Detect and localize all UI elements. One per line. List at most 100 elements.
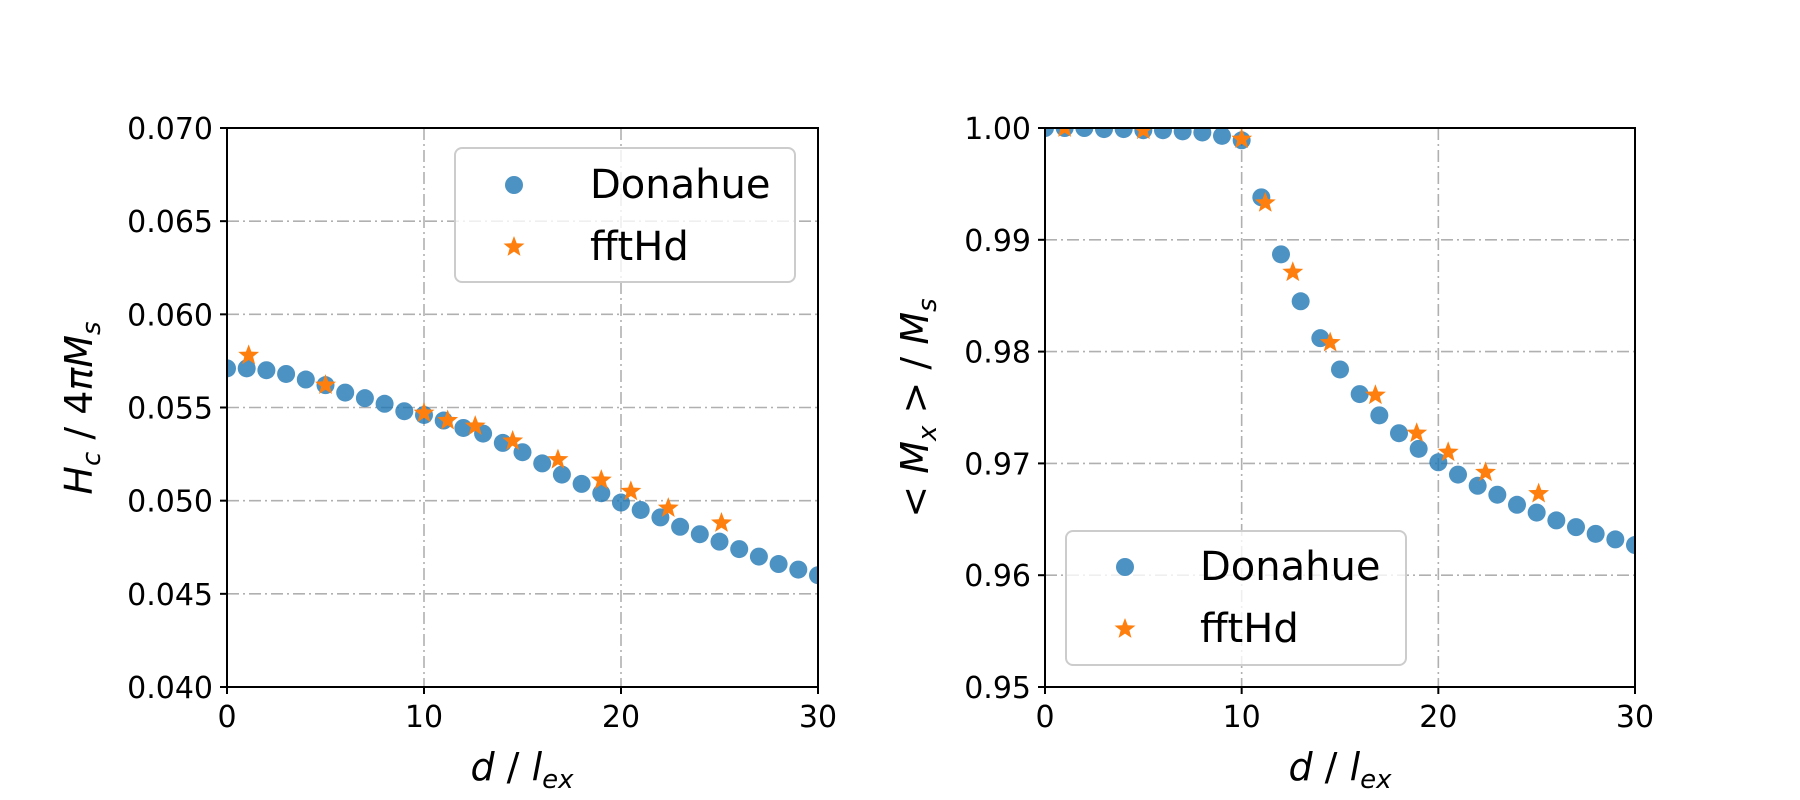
left-y-tick-label: 0.065 <box>127 205 213 240</box>
right-donahue-point <box>1527 503 1546 522</box>
right-donahue-point <box>1095 128 1113 139</box>
right-donahue-point <box>1547 511 1566 530</box>
left-ffthd-point <box>590 469 612 490</box>
left-ffthd-point <box>413 402 435 422</box>
right-y-tick-label: 0.99 <box>964 224 1031 259</box>
left-legend-ffthd-label: fftHd <box>590 224 689 270</box>
left-ffthd-point <box>464 415 486 436</box>
left-series-layer <box>227 344 818 585</box>
left-y-tick-label: 0.050 <box>127 485 213 520</box>
right-donahue-point <box>1586 524 1605 543</box>
left-x-tick-label: 30 <box>799 700 837 735</box>
right-donahue-point <box>1114 128 1133 139</box>
right-ffthd-point <box>1475 461 1496 482</box>
left-donahue-point <box>592 484 611 503</box>
left-donahue-point <box>533 454 552 473</box>
left-donahue-point <box>375 394 394 413</box>
left-y-tick-label: 0.045 <box>127 578 213 613</box>
right-donahue-point <box>1508 495 1526 514</box>
left-donahue-point <box>710 532 729 551</box>
left-ticks: 0 10 20 30 0.040 0.045 0.050 0.055 0.060 0.065 0.0… <box>127 112 837 735</box>
right-y-tick-label: 0.97 <box>964 447 1031 482</box>
right-donahue-point <box>1626 536 1635 555</box>
left-ffthd-point <box>238 344 260 365</box>
left-donahue-point <box>355 389 374 408</box>
right-donahue-point <box>1370 406 1389 425</box>
left-donahue-point <box>631 500 650 519</box>
right-y-tick-label: 0.96 <box>964 559 1031 594</box>
left-ffthd-point <box>547 448 569 469</box>
left-chart: 0 10 20 30 0.040 0.045 0.050 0.055 0.060 0.065 0.0… <box>57 112 837 795</box>
left-donahue-point <box>227 359 236 378</box>
right-ffthd-point <box>1058 128 1072 137</box>
right-legend-ffthd-label: fftHd <box>1200 606 1299 652</box>
right-donahue-point <box>1606 530 1625 549</box>
right-legend-ffthd-marker <box>1114 618 1136 638</box>
left-ffthd-point <box>315 374 336 395</box>
left-legend-donahue-label: Donahue <box>590 162 770 208</box>
left-donahue-point <box>277 364 296 383</box>
right-legend-box <box>1065 530 1407 666</box>
right-ffthd-point <box>1254 191 1276 212</box>
right-ffthd-point <box>1437 441 1459 462</box>
left-x-tick-label: 20 <box>602 700 640 735</box>
right-x-tick-label: 30 <box>1616 700 1654 735</box>
right-donahue-point <box>1272 245 1290 264</box>
right-donahue-point <box>1409 439 1428 458</box>
left-y-axis-label: Hc / 4πMs <box>57 321 107 494</box>
left-donahue-point <box>769 555 788 574</box>
right-donahue-point <box>1468 476 1487 495</box>
right-donahue-point <box>1567 518 1585 537</box>
right-x-tick-label: 20 <box>1419 700 1457 735</box>
left-y-tick-label: 0.040 <box>127 671 213 706</box>
right-ffthd-point <box>1406 422 1428 443</box>
right-donahue-point <box>1193 128 1212 142</box>
left-donahue-point <box>296 370 315 389</box>
left-data-points <box>227 344 818 585</box>
left-x-tick-label: 10 <box>405 700 443 735</box>
right-legend-donahue-marker <box>1116 558 1134 576</box>
right-plot-frame <box>1044 127 1636 688</box>
left-donahue-point <box>809 566 818 585</box>
right-legend: Donahue fftHd <box>1065 530 1407 666</box>
right-ffthd-point <box>1231 128 1253 149</box>
left-ffthd-point <box>657 497 679 518</box>
right-y-axis-label: < Mx > / Ms <box>893 298 943 517</box>
left-donahue-point <box>789 560 808 579</box>
right-y-tick-label: 0.98 <box>964 336 1031 371</box>
left-ffthd-point <box>711 512 732 532</box>
right-donahue-point <box>1154 128 1172 140</box>
right-ffthd-point <box>1134 128 1153 140</box>
right-x-tick-label: 10 <box>1223 700 1261 735</box>
left-donahue-point <box>395 402 414 421</box>
right-legend-donahue-label: Donahue <box>1200 544 1380 590</box>
left-donahue-point <box>552 465 571 484</box>
right-x-tick-label: 0 <box>1035 700 1054 735</box>
right-y-tick-label: 1.00 <box>964 112 1031 147</box>
left-legend-box <box>454 147 796 283</box>
right-chart: 0 10 20 300.950.960.970.980.991.00 d / lex … <box>893 112 1654 795</box>
right-ffthd-point <box>1364 384 1386 405</box>
left-donahue-point <box>257 361 276 380</box>
left-y-tick-label: 0.070 <box>127 112 213 147</box>
left-ffthd-point <box>502 430 524 450</box>
left-x-tick-label: 0 <box>217 700 236 735</box>
right-series-layer <box>1045 128 1635 555</box>
left-legend-ffthd-marker <box>503 236 525 256</box>
right-donahue-point <box>1075 128 1094 137</box>
left-donahue-point <box>749 547 768 566</box>
right-y-tick-label: 0.95 <box>964 671 1031 706</box>
right-donahue-point <box>1350 385 1369 404</box>
right-donahue-point <box>1045 128 1054 137</box>
left-donahue-point <box>730 540 749 559</box>
left-donahue-point <box>690 525 709 544</box>
right-donahue-point <box>1449 465 1467 484</box>
left-ffthd-point <box>437 409 459 430</box>
left-legend-donahue-marker <box>505 176 523 194</box>
right-donahue-point <box>1213 128 1231 145</box>
right-x-axis-label: d / lex <box>1288 745 1392 795</box>
right-ffthd-point <box>1528 482 1550 503</box>
right-donahue-point <box>1331 360 1349 379</box>
right-donahue-point <box>1390 424 1408 443</box>
